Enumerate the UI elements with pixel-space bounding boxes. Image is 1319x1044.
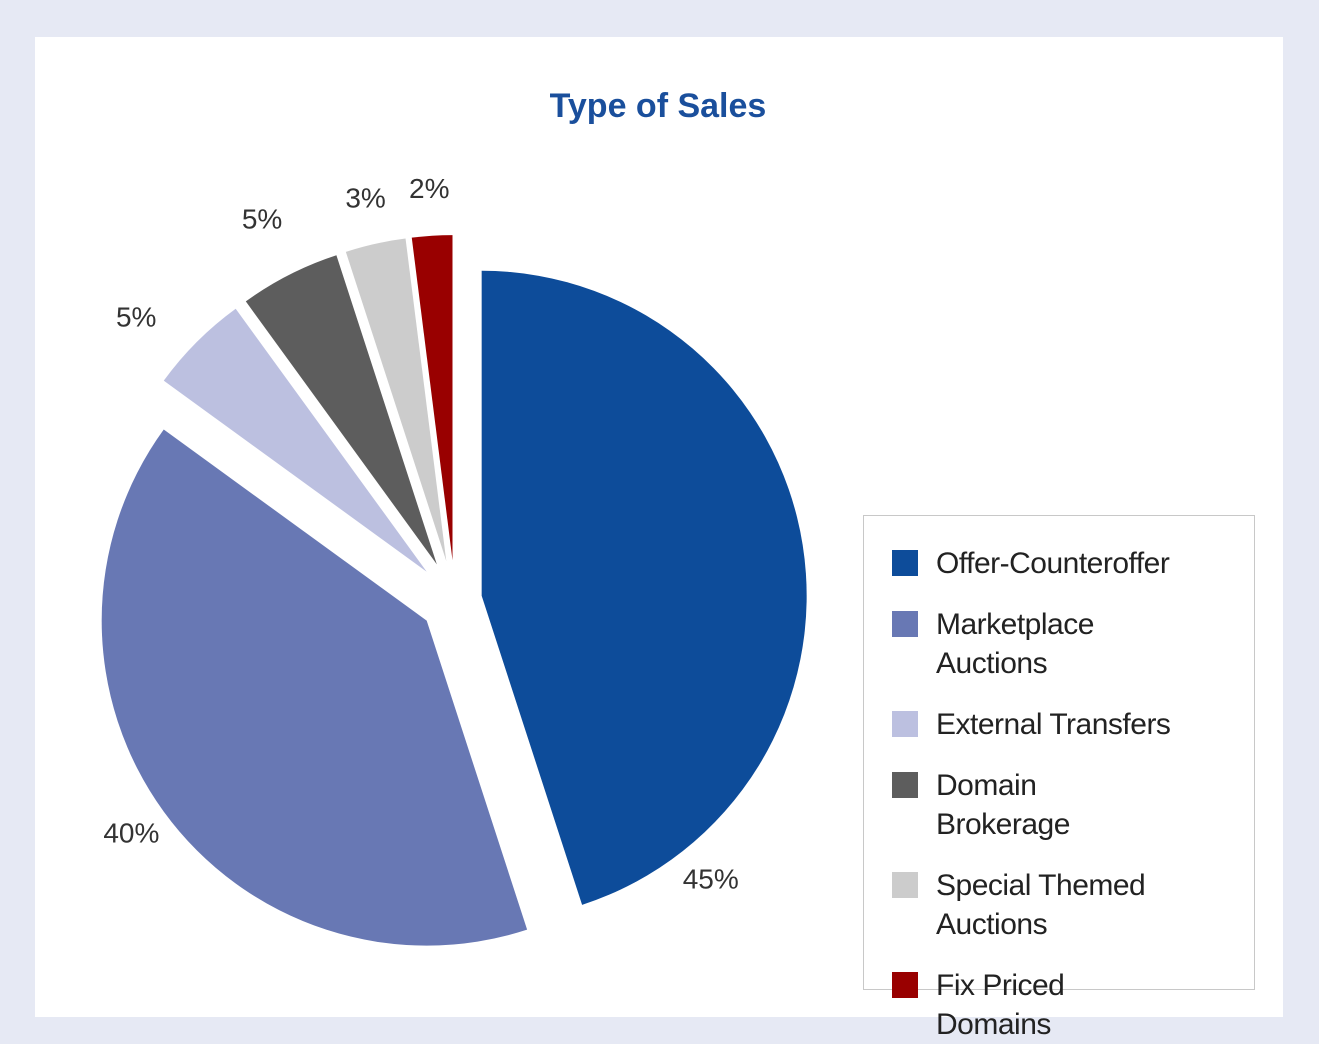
legend-swatch [892, 972, 918, 998]
legend-label: Special Themed Auctions [936, 869, 1146, 941]
data-label: 40% [103, 818, 159, 849]
legend-swatch [892, 711, 918, 737]
legend-swatch [892, 872, 918, 898]
legend-item: External Transfers [892, 705, 1234, 744]
chart-title: Type of Sales [550, 87, 767, 125]
pie-slice [481, 270, 807, 905]
legend-item: Offer-Counteroffer [892, 544, 1234, 583]
legend-label: Marketplace Auctions [936, 608, 1094, 680]
legend-label: Fix Priced Domains [936, 969, 1065, 1041]
legend-label: Offer-Counteroffer [936, 547, 1170, 580]
legend: Offer-Counteroffer Marketplace Auctions Ex… [863, 515, 1255, 1041]
data-label: 5% [116, 301, 156, 332]
pie-slice [245, 255, 437, 565]
legend-item: Domain Brokerage [892, 766, 1234, 844]
pie-slice [411, 235, 453, 561]
data-label: 45% [683, 863, 739, 894]
legend-item: Marketplace Auctions [892, 605, 1234, 683]
legend-swatch [892, 772, 918, 798]
legend-swatch [892, 611, 918, 637]
pie-slice [345, 238, 447, 561]
data-label: 5% [242, 204, 282, 235]
pie-slice [101, 429, 528, 946]
legend-label: External Transfers [936, 708, 1171, 741]
legend-swatch [892, 550, 918, 576]
legend-item: Fix Priced Domains [892, 966, 1234, 1044]
pie-slice [163, 308, 427, 572]
legend-item: Special Themed Auctions [892, 866, 1234, 944]
data-label: 2% [409, 173, 449, 204]
data-label: 3% [345, 182, 385, 213]
legend-label: Domain Brokerage [936, 769, 1070, 841]
